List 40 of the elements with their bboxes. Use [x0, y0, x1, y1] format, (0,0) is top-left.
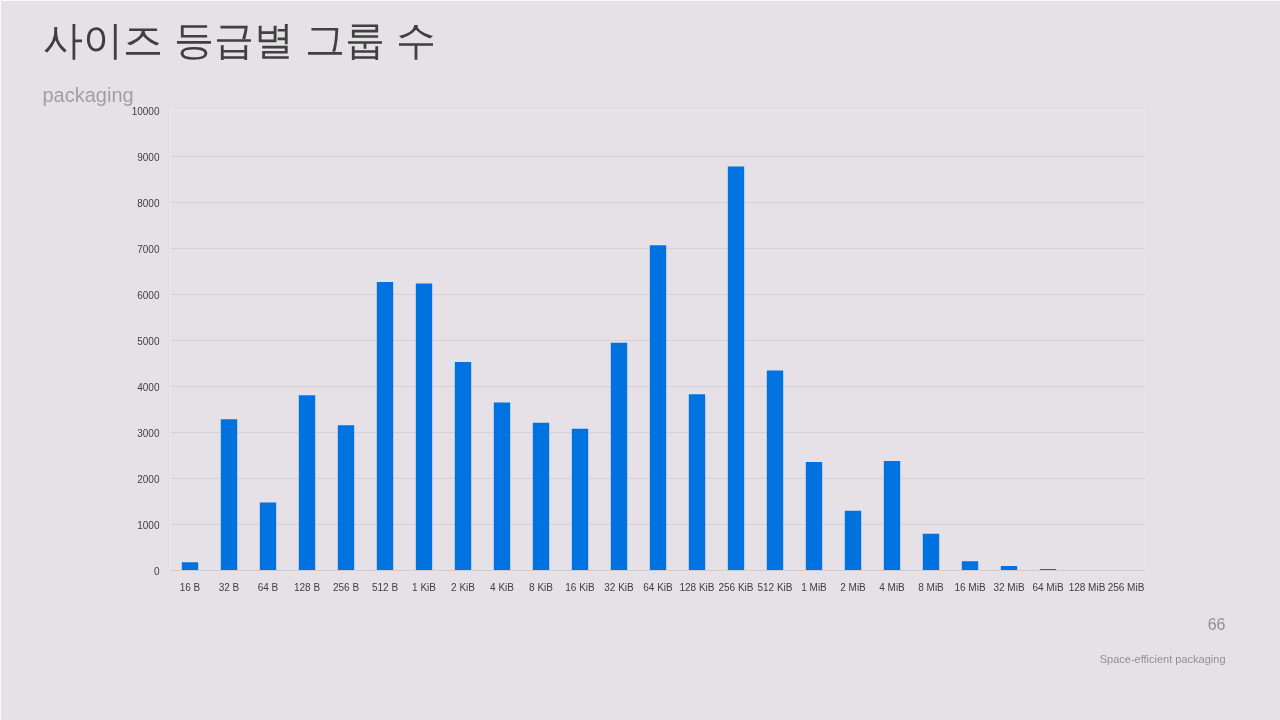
x-tick-label: 64 B: [257, 581, 279, 593]
y-tick-label: 8000: [137, 197, 160, 209]
x-tick-label: 4 MiB: [879, 581, 906, 593]
x-tick-label: 128 B: [293, 581, 321, 593]
x-tick-label: 128 MiB: [1068, 581, 1106, 593]
x-tick-label: 32 B: [218, 581, 240, 593]
text: 66: [1207, 615, 1226, 633]
x-tick-label: 32 MiB: [993, 581, 1025, 593]
y-tick-label: 6000: [137, 289, 160, 301]
x-tick-label: 512 KiB: [757, 581, 793, 593]
y-tick-label: 4000: [137, 381, 160, 393]
y-tick-label: 1000: [137, 519, 160, 531]
chart-title: 사이즈 등급별 그룹 수: [42, 17, 436, 62]
x-tick-label: 64 KiB: [643, 581, 674, 593]
x-tick-label: 512 B: [371, 581, 399, 593]
y-tick-label: 2000: [137, 473, 160, 485]
y-tick-label: 5000: [137, 335, 160, 347]
y-tick-label: 3000: [137, 427, 160, 439]
chart-subtitle: packaging: [42, 83, 134, 106]
x-tick-label: 2 KiB: [451, 581, 476, 593]
x-tick-label: 256 MiB: [1107, 581, 1145, 593]
x-tick-label: 256 KiB: [718, 581, 754, 593]
x-tick-label: 2 MiB: [840, 581, 867, 593]
y-tick-label: 0: [153, 565, 160, 577]
x-tick-label: 16 KiB: [565, 581, 596, 593]
x-tick-label: 16 MiB: [954, 581, 986, 593]
y-tick-label: 9000: [137, 151, 160, 163]
x-tick-label: 128 KiB: [679, 581, 715, 593]
x-tick-label: 16 B: [179, 581, 201, 593]
y-tick-label: 7000: [137, 243, 160, 255]
x-tick-label: 32 KiB: [604, 581, 635, 593]
x-tick-label: 1 KiB: [412, 581, 437, 593]
x-tick-label: 256 B: [332, 581, 360, 593]
x-tick-label: 4 KiB: [490, 581, 515, 593]
x-tick-label: 8 KiB: [529, 581, 554, 593]
text: Space-efficient packaging: [1099, 652, 1226, 665]
x-tick-label: 1 MiB: [801, 581, 828, 593]
x-tick-label: 8 MiB: [918, 581, 945, 593]
y-tick-label: 10000: [131, 105, 160, 117]
x-tick-label: 64 MiB: [1032, 581, 1064, 593]
